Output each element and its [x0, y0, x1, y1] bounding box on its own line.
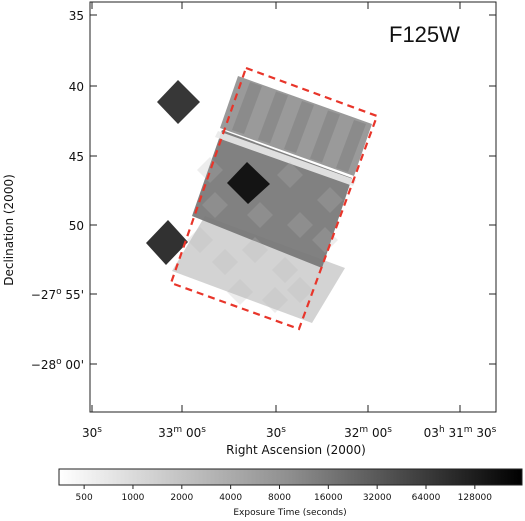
colorbar-label: Exposure Time (seconds) [233, 508, 346, 518]
survey-outline [169, 66, 379, 331]
colorbar-tick-label: 128000 [458, 493, 493, 503]
x-tick-label: 32m 00s [344, 425, 392, 440]
colorbar-tick-label: 500 [76, 493, 93, 503]
x-tick-label: 03h 31m 30s [424, 425, 497, 440]
strip-pointing [258, 91, 288, 144]
pointing-tile [227, 279, 253, 305]
colorbar [58, 468, 523, 486]
colorbar-tick-label: 4000 [219, 493, 242, 503]
y-tick-label: −27o 55' [31, 287, 84, 302]
pointing-tile [212, 249, 238, 275]
y-tick-label: 50 [69, 219, 84, 233]
filter-label: F125W [389, 22, 460, 47]
strip-pointing [284, 101, 314, 153]
offset-pointing-south [146, 220, 188, 265]
x-axis: 30s 33m 00s 30s 32m 00s 03h 31m 30s [82, 2, 497, 440]
pointing-tile [277, 162, 303, 188]
colorbar-ticks: 500 1000 2000 4000 8000 16000 32000 64000 128000 [76, 485, 493, 503]
x-tick-label: 30s [266, 425, 286, 440]
center-deep-pointing [227, 162, 270, 204]
y-tick-label: 40 [69, 80, 84, 94]
colorbar-tick-label: 16000 [314, 493, 343, 503]
pointing-tile [197, 157, 223, 183]
y-axis-label: Declination (2000) [2, 174, 16, 286]
pointing-tile [287, 212, 313, 238]
x-axis-label: Right Ascension (2000) [226, 443, 366, 457]
pointing-tile [287, 277, 313, 303]
offset-pointing-north [157, 80, 200, 124]
strip-pointing [310, 110, 340, 163]
southern-shallow-field [172, 216, 345, 323]
x-tick-label: 30s [82, 425, 102, 440]
pointing-tile [317, 187, 343, 213]
pointing-tile [262, 287, 288, 313]
colorbar-tick-label: 8000 [268, 493, 291, 503]
pointing-tile [187, 227, 213, 253]
x-tick-label: 33m 00s [158, 425, 206, 440]
colorbar-tick-label: 32000 [363, 493, 392, 503]
y-tick-label: 45 [69, 150, 84, 164]
colorbar-tick-label: 2000 [170, 493, 193, 503]
field-seam [215, 131, 356, 186]
pointing-tile [242, 237, 268, 263]
exposure-field [146, 76, 372, 323]
colorbar-tick-label: 1000 [122, 493, 145, 503]
y-axis: 35 40 45 50 −27o 55' −28o 00' [31, 9, 496, 372]
pointing-tile [202, 192, 228, 218]
y-tick-label: 35 [69, 9, 84, 23]
strip-pointing [232, 82, 262, 134]
pointing-tile [272, 257, 298, 283]
y-tick-label: −28o 00' [31, 357, 84, 372]
strip-pointing [336, 120, 366, 172]
colorbar-tick-label: 64000 [412, 493, 441, 503]
pointing-tile [312, 227, 338, 253]
pointing-tile [247, 202, 273, 228]
